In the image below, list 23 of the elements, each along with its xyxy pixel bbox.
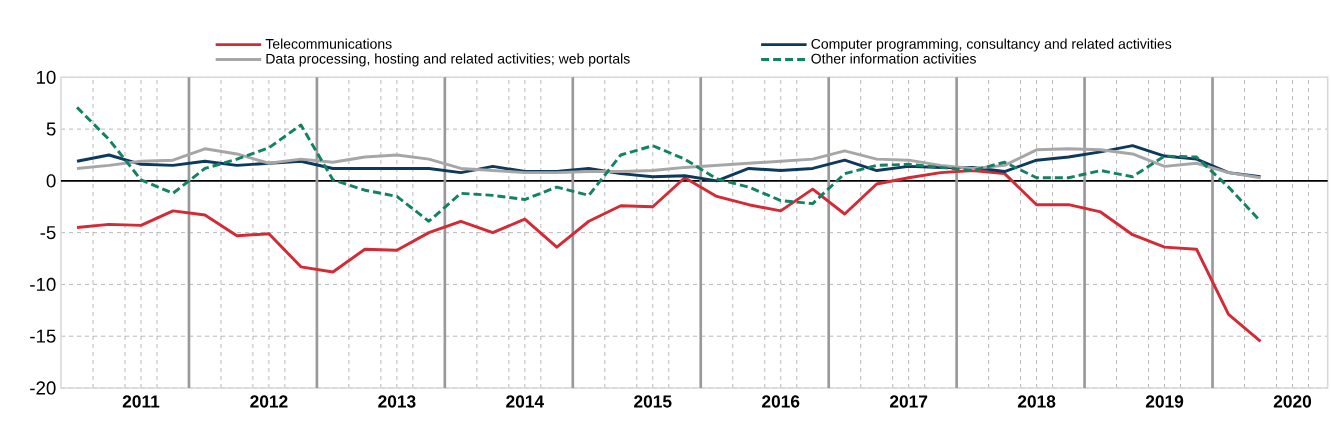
y-tick-label: -5 <box>40 226 56 240</box>
x-tick-label: 2020 <box>1273 395 1312 408</box>
x-tick-label: 2011 <box>122 395 160 408</box>
x-tick-label: 2017 <box>889 395 928 408</box>
x-tick-label: 2014 <box>506 395 544 408</box>
line-series <box>75 105 1262 223</box>
legend-label: Computer programming, consultancy and related activities <box>811 38 1172 52</box>
y-tick-label: -10 <box>30 277 56 292</box>
y-tick-label: 0 <box>46 174 56 188</box>
line-series <box>75 169 1262 343</box>
legend-label: Telecommunications <box>265 38 392 49</box>
x-tick-label: 2015 <box>634 395 672 408</box>
x-tick-label: 2012 <box>250 395 288 408</box>
x-tick-label: 2019 <box>1145 395 1184 408</box>
y-tick-label: -15 <box>30 329 56 343</box>
legend-label: Data processing, hosting and related activities; web portals <box>266 53 630 67</box>
x-tick-label: 2016 <box>762 395 800 408</box>
y-tick-label: 5 <box>46 122 56 136</box>
y-tick-label: -20 <box>30 381 56 395</box>
y-tick-label: 10 <box>36 70 56 84</box>
x-tick-label: 2013 <box>378 395 416 408</box>
legend-label: Other information activities <box>811 53 976 64</box>
x-tick-label: 2018 <box>1017 395 1056 408</box>
